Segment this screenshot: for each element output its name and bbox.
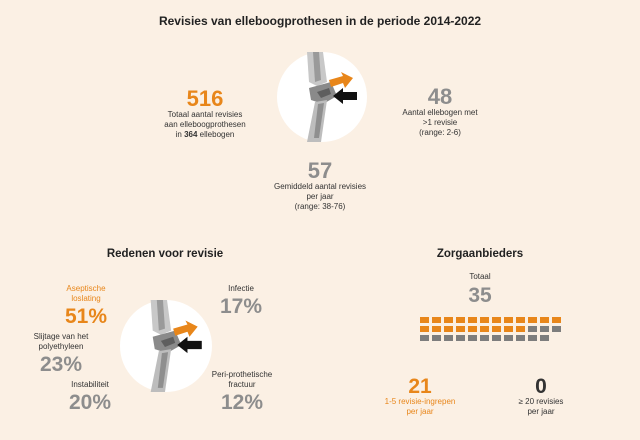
provider-square-low-volume — [432, 326, 441, 332]
providers-low-line2: per jaar — [406, 407, 434, 416]
provider-square-other — [516, 335, 525, 341]
reason-periprosthetic-label1: Peri-prothetische — [211, 370, 273, 379]
providers-square-grid — [420, 317, 561, 341]
average-revisions-value: 57 — [307, 158, 333, 183]
providers-heading: Zorgaanbieders — [436, 248, 524, 260]
reason-aseptic-value: 51% — [64, 305, 108, 328]
provider-square-low-volume — [552, 317, 561, 323]
multi-revision-line1: Aantal ellebogen met — [402, 108, 478, 117]
provider-square-low-volume — [516, 317, 525, 323]
reason-infection-label: Infectie — [228, 284, 254, 293]
provider-square-low-volume — [480, 326, 489, 332]
provider-square-low-volume — [468, 326, 477, 332]
reasons-heading: Redenen voor revisie — [106, 248, 224, 260]
multi-revision-line2: >1 revisie — [422, 118, 458, 127]
average-revisions-line2: per jaar — [306, 192, 334, 201]
total-revisions-line2: aan elleboogprothesen — [164, 120, 246, 129]
multi-revision-block: 48 Aantal ellebogen met >1 revisie (rang… — [390, 86, 490, 138]
reason-periprosthetic-value: 12% — [220, 391, 264, 414]
providers-low-line1: 1-5 revisie-ingrepen — [384, 397, 456, 406]
reason-infection: Infectie 17% — [205, 284, 277, 317]
providers-total: Totaal 35 — [440, 272, 520, 306]
provider-square-other — [480, 335, 489, 341]
providers-high-value: 0 — [535, 375, 547, 398]
reason-periprosthetic-label2: fractuur — [228, 380, 256, 389]
provider-square-low-volume — [456, 317, 465, 323]
providers-high-line1: ≥ 20 revisies — [518, 397, 564, 406]
provider-square-low-volume — [540, 317, 549, 323]
elbow-illustration-reasons — [120, 300, 212, 392]
elbow-prosthesis-icon — [307, 52, 357, 142]
providers-low-volume: 21 1-5 revisie-ingrepen per jaar — [375, 376, 465, 417]
multi-revision-line3: (range: 2-6) — [419, 128, 461, 137]
reason-wear-label2: polyethyleen — [38, 342, 84, 351]
provider-square-other — [420, 335, 429, 341]
providers-total-label: Totaal — [469, 272, 491, 281]
provider-square-low-volume — [420, 317, 429, 323]
providers-total-value: 35 — [468, 284, 492, 307]
total-revisions-line3-post: ellebogen — [199, 130, 235, 139]
average-revisions-block: 57 Gemiddeld aantal revisies per jaar (r… — [255, 160, 385, 212]
reason-wear: Slijtage van het polyethyleen 23% — [20, 332, 102, 375]
provider-square-other — [540, 326, 549, 332]
reason-wear-label1: Slijtage van het — [33, 332, 89, 341]
reason-instability-label: Instabiliteit — [71, 380, 109, 389]
providers-high-volume: 0 ≥ 20 revisies per jaar — [505, 376, 577, 417]
reason-aseptic: Aseptische loslating 51% — [48, 284, 124, 327]
provider-square-other — [444, 335, 453, 341]
providers-low-value: 21 — [408, 375, 432, 398]
provider-square-low-volume — [504, 326, 513, 332]
provider-square-low-volume — [444, 326, 453, 332]
provider-square-low-volume — [432, 317, 441, 323]
total-elbows-value: 364 — [184, 130, 198, 139]
total-revisions-block: 516 Totaal aantal revisies aan elleboogp… — [150, 88, 260, 140]
provider-square-low-volume — [444, 317, 453, 323]
provider-square-other — [528, 326, 537, 332]
provider-square-low-volume — [528, 317, 537, 323]
provider-square-other — [504, 335, 513, 341]
total-revisions-line3-pre: in — [175, 130, 182, 139]
reason-aseptic-label2: loslating — [71, 294, 101, 303]
provider-square-other — [540, 335, 549, 341]
elbow-prosthesis-icon — [150, 300, 202, 392]
provider-square-low-volume — [456, 326, 465, 332]
total-revisions-line1: Totaal aantal revisies — [167, 110, 243, 119]
provider-square-other — [552, 326, 561, 332]
reason-periprosthetic: Peri-prothetische fractuur 12% — [200, 370, 284, 413]
provider-square-other — [432, 335, 441, 341]
reason-aseptic-label1: Aseptische — [66, 284, 106, 293]
total-revisions-line3: in 364 ellebogen — [150, 130, 260, 140]
average-revisions-line3: (range: 38-76) — [294, 202, 346, 211]
provider-square-low-volume — [492, 317, 501, 323]
average-revisions-line1: Gemiddeld aantal revisies — [273, 182, 367, 191]
reason-wear-value: 23% — [39, 353, 83, 376]
reason-infection-value: 17% — [219, 295, 263, 318]
provider-square-low-volume — [492, 326, 501, 332]
provider-square-other — [528, 335, 537, 341]
provider-square-low-volume — [504, 317, 513, 323]
provider-square-other — [468, 335, 477, 341]
provider-square-low-volume — [468, 317, 477, 323]
provider-square-low-volume — [420, 326, 429, 332]
reason-instability: Instabiliteit 20% — [50, 380, 130, 413]
total-revisions-value: 516 — [186, 86, 224, 111]
provider-square-low-volume — [480, 317, 489, 323]
provider-square-other — [492, 335, 501, 341]
providers-high-line2: per jaar — [527, 407, 555, 416]
page-title: Revisies van elleboogprothesen in de per… — [158, 14, 482, 28]
provider-square-other — [456, 335, 465, 341]
multi-revision-value: 48 — [427, 84, 453, 109]
elbow-illustration-top — [277, 52, 367, 142]
provider-square-low-volume — [516, 326, 525, 332]
reason-instability-value: 20% — [68, 391, 112, 414]
